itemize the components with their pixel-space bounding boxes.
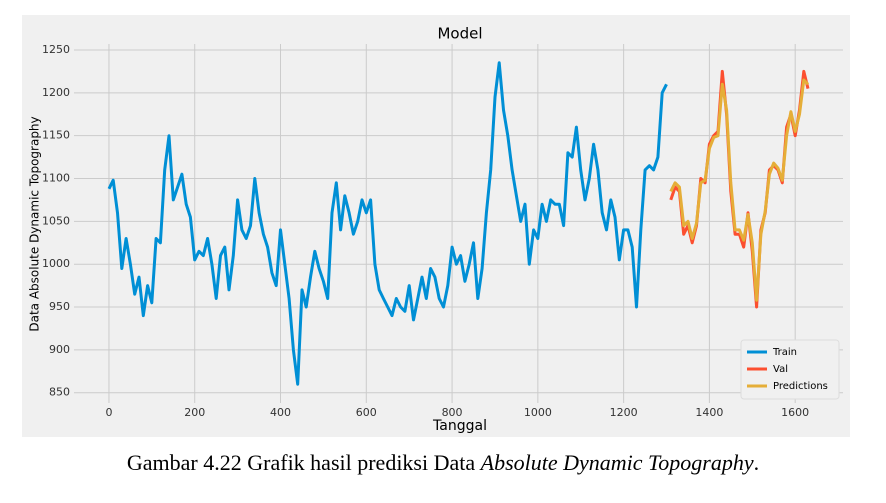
y-axis-label: Data Absolute Dynamic Topography (28, 116, 42, 331)
x-tick-label: 800 (442, 406, 463, 419)
y-tick-label: 950 (49, 300, 70, 313)
x-tick-label: 1600 (781, 406, 809, 419)
x-tick-label: 1000 (524, 406, 552, 419)
chart-title: Model (437, 25, 482, 43)
y-tick-label: 1050 (42, 214, 70, 227)
caption-italic: Absolute Dynamic Topography (480, 450, 754, 475)
x-tick-label: 0 (105, 406, 112, 419)
x-tick-label: 1400 (695, 406, 723, 419)
x-axis-label: Tanggal (432, 418, 487, 434)
series-line (669, 78, 810, 302)
y-tick-label: 1250 (42, 43, 70, 56)
series-line (107, 61, 668, 386)
y-tick-label: 1100 (42, 172, 70, 185)
caption: Gambar 4.22 Grafik hasil prediksi Data A… (0, 450, 886, 476)
x-tick-label: 600 (356, 406, 377, 419)
legend-label: Predictions (773, 381, 828, 392)
y-tick-label: 1200 (42, 86, 70, 99)
x-tick-label: 400 (270, 406, 291, 419)
x-tick-label: 200 (184, 406, 205, 419)
y-tick-label: 1150 (42, 129, 70, 142)
y-tick-label: 1000 (42, 257, 70, 270)
caption-text: . (753, 450, 760, 475)
figure-background (22, 15, 850, 437)
y-tick-label: 900 (49, 343, 70, 356)
caption-text: Gambar 4.22 Grafik hasil prediksi Data (126, 450, 481, 475)
x-tick-label: 1200 (610, 406, 638, 419)
chart: Model Tanggal Data Absolute Dynamic Topo… (22, 15, 850, 437)
y-tick-label: 850 (49, 386, 70, 399)
legend-label: Val (773, 364, 788, 375)
legend-box (740, 339, 840, 400)
legend-label: Train (772, 347, 797, 358)
